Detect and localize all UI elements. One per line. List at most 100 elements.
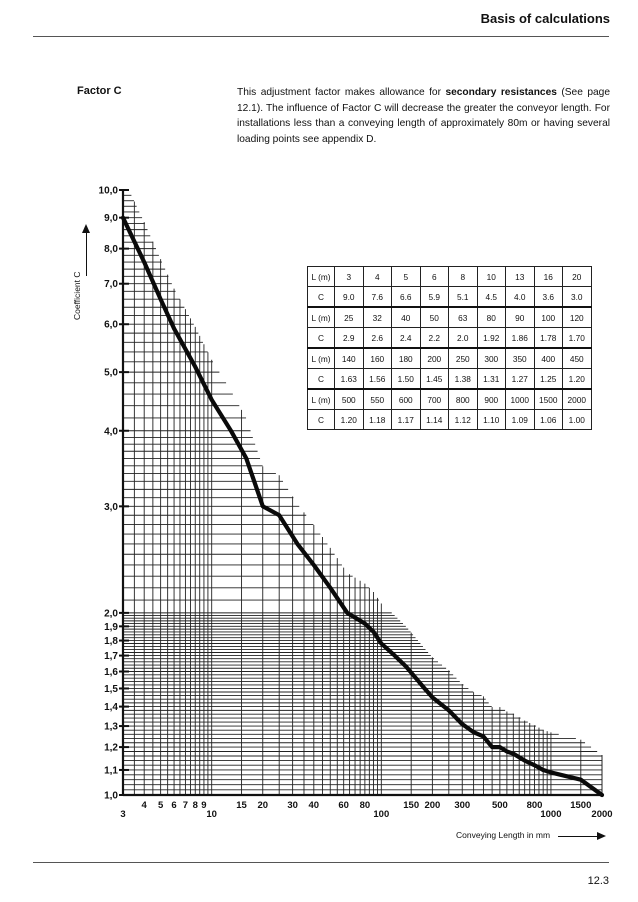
x-tick-label: 80 xyxy=(360,800,371,811)
table-cell: 180 xyxy=(391,347,421,369)
table-cell: 20 xyxy=(562,266,592,287)
intro-paragraph: This adjustment factor makes allowance f… xyxy=(237,85,610,147)
x-tick-label: 1000 xyxy=(540,809,561,820)
table-cell: 1.45 xyxy=(419,368,449,390)
header-title: Basis of calculations xyxy=(480,11,610,26)
intro-text-bold: secondary resistances xyxy=(445,87,557,98)
table-row-length: L (m) 500 550 600 700 800 900 1000 1500 … xyxy=(307,388,592,410)
intro-text-after: (See page 12.1). The influence of Factor… xyxy=(237,87,610,145)
table-cell: 90 xyxy=(505,306,535,328)
table-row-length: L (m) 25 32 40 50 63 80 90 100 120 xyxy=(307,306,592,328)
table-cell: 1.86 xyxy=(505,327,535,349)
table-cell: 2.9 xyxy=(334,327,364,349)
table-row-label: L (m) xyxy=(307,388,335,410)
table-cell: 13 xyxy=(505,266,535,287)
y-tick-label: 1,0 xyxy=(104,791,118,802)
y-tick-label: 6,0 xyxy=(104,320,118,331)
x-tick-label: 300 xyxy=(454,800,470,811)
table-row-label: C xyxy=(307,327,335,349)
table-cell: 1.38 xyxy=(448,368,478,390)
table-cell: 1.14 xyxy=(419,409,449,430)
table-cell: 4 xyxy=(362,266,392,287)
x-tick-label: 10 xyxy=(206,809,217,820)
x-tick-label: 15 xyxy=(236,800,247,811)
table-cell: 7.6 xyxy=(362,286,392,308)
table-row-coefficient: C 1.63 1.56 1.50 1.45 1.38 1.31 1.27 1.2… xyxy=(307,368,592,390)
table-cell: 5.9 xyxy=(419,286,449,308)
table-cell: 8 xyxy=(448,266,478,287)
table-cell: 3.0 xyxy=(562,286,592,308)
y-tick-label: 5,0 xyxy=(104,368,118,379)
table-row-label: L (m) xyxy=(307,347,335,369)
table-cell: 25 xyxy=(334,306,364,328)
x-tick-label: 1500 xyxy=(570,800,591,811)
table-cell: 6.6 xyxy=(391,286,421,308)
table-cell: 1.63 xyxy=(334,368,364,390)
table-cell: 1.78 xyxy=(533,327,563,349)
table-cell: 1.10 xyxy=(476,409,506,430)
x-tick-label: 40 xyxy=(309,800,320,811)
y-tick-label: 1,1 xyxy=(104,765,118,776)
table-cell: 1.27 xyxy=(505,368,535,390)
table-row-label: L (m) xyxy=(307,266,335,287)
table-cell: 16 xyxy=(533,266,563,287)
x-tick-label: 100 xyxy=(373,809,389,820)
table-cell: 140 xyxy=(334,347,364,369)
table-cell: 80 xyxy=(476,306,506,328)
table-cell: 1.12 xyxy=(448,409,478,430)
table-row-label: C xyxy=(307,286,335,308)
x-tick-label: 2000 xyxy=(591,809,612,820)
y-tick-label: 8,0 xyxy=(104,244,118,255)
table-cell: 1.20 xyxy=(334,409,364,430)
table-cell: 32 xyxy=(362,306,392,328)
x-tick-label: 800 xyxy=(527,800,543,811)
y-tick-label: 1,8 xyxy=(104,636,118,647)
table-cell: 300 xyxy=(476,347,506,369)
y-tick-label: 7,0 xyxy=(104,279,118,290)
table-cell: 63 xyxy=(448,306,478,328)
table-cell: 550 xyxy=(362,388,392,410)
table-cell: 600 xyxy=(391,388,421,410)
table-cell: 10 xyxy=(476,266,506,287)
y-tick-label: 3,0 xyxy=(104,502,118,513)
y-tick-label: 1,5 xyxy=(104,684,118,695)
table-cell: 2.2 xyxy=(419,327,449,349)
x-tick-label: 20 xyxy=(257,800,268,811)
table-cell: 1.56 xyxy=(362,368,392,390)
table-row-coefficient: C 9.0 7.6 6.6 5.9 5.1 4.5 4.0 3.6 3.0 xyxy=(307,286,592,308)
table-cell: 2.6 xyxy=(362,327,392,349)
table-cell: 1.06 xyxy=(533,409,563,430)
table-cell: 1.20 xyxy=(562,368,592,390)
table-row-coefficient: C 2.9 2.6 2.4 2.2 2.0 1.92 1.86 1.78 1.7… xyxy=(307,327,592,349)
y-tick-label: 1,7 xyxy=(104,651,118,662)
table-row-label: C xyxy=(307,409,335,430)
table-cell: 1.00 xyxy=(562,409,592,430)
intro-text-before: This adjustment factor makes allowance f… xyxy=(237,87,446,98)
table-cell: 1.25 xyxy=(533,368,563,390)
page-number: 12.3 xyxy=(587,875,609,887)
x-tick-label: 8 xyxy=(193,800,198,811)
table-cell: 1.09 xyxy=(505,409,535,430)
x-tick-label: 5 xyxy=(158,800,164,811)
table-cell: 1.18 xyxy=(362,409,392,430)
table-cell: 250 xyxy=(448,347,478,369)
table-cell: 800 xyxy=(448,388,478,410)
header-rule xyxy=(33,36,609,37)
x-tick-label: 6 xyxy=(171,800,176,811)
y-tick-label: 1,4 xyxy=(104,702,118,713)
x-tick-label: 9 xyxy=(201,800,206,811)
length-coefficient-table: L (m) 3 4 5 6 8 10 13 16 20 C 9.0 7.6 6.… xyxy=(307,266,592,430)
table-cell: 1500 xyxy=(533,388,563,410)
y-tick-label: 4,0 xyxy=(104,426,118,437)
footer-rule xyxy=(33,862,609,863)
x-tick-label: 500 xyxy=(492,800,508,811)
table-cell: 1.17 xyxy=(391,409,421,430)
x-tick-label: 4 xyxy=(142,800,148,811)
y-tick-label: 1,3 xyxy=(104,722,118,733)
table-cell: 40 xyxy=(391,306,421,328)
table-row-label: L (m) xyxy=(307,306,335,328)
y-tick-label: 1,6 xyxy=(104,667,118,678)
table-cell: 350 xyxy=(505,347,535,369)
table-cell: 50 xyxy=(419,306,449,328)
table-cell: 4.5 xyxy=(476,286,506,308)
